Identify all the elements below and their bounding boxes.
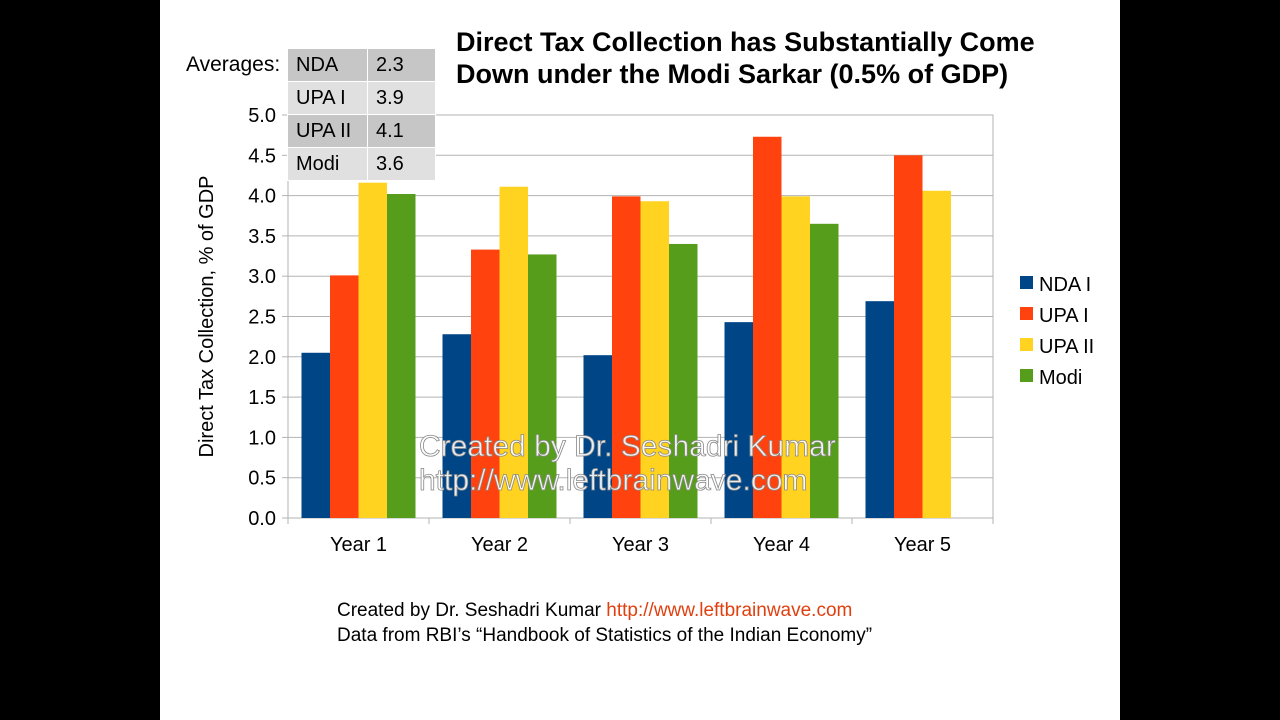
footer-created-by: Created by Dr. Seshadri Kumar: [337, 600, 602, 621]
y-tick-label: 1.0: [248, 427, 276, 449]
averages-name: NDA: [287, 48, 368, 82]
bar-nda-i: [724, 322, 753, 518]
legend-swatch: [1020, 338, 1033, 351]
y-tick-label: 0.0: [248, 508, 276, 530]
y-tick-label: 0.5: [248, 468, 276, 490]
legend-swatch: [1020, 276, 1033, 289]
bar-upa-i: [330, 275, 359, 518]
chart-title: Direct Tax Collection has Substantially …: [456, 26, 1096, 90]
averages-value: 4.1: [367, 114, 436, 148]
watermark-line: http://www.leftbrainwave.com: [419, 464, 808, 497]
averages-value: 2.3: [367, 48, 436, 82]
y-tick-label: 4.0: [248, 186, 276, 208]
y-tick-label: 1.5: [248, 387, 276, 409]
footer: Created by Dr. Seshadri Kumar http://www…: [337, 598, 872, 648]
y-axis-label: Direct Tax Collection, % of GDP: [196, 176, 218, 458]
averages-value: 3.6: [367, 147, 436, 181]
footer-source: Data from RBI’s “Handbook of Statistics …: [337, 625, 873, 646]
bar-upa-ii: [499, 186, 528, 518]
bar-upa-ii: [358, 182, 387, 519]
bar-modi: [810, 223, 839, 518]
y-tick-label: 3.5: [248, 226, 276, 248]
averages-name: UPA II: [287, 114, 368, 148]
bar-upa-i: [471, 249, 500, 519]
bar-modi: [387, 193, 416, 518]
bar-modi: [669, 243, 698, 518]
averages-table: NDA 2.3 UPA I 3.9 UPA II 4.1 Modi 3.6: [287, 48, 436, 181]
legend-label: NDA I: [1039, 274, 1091, 296]
y-tick-label: 2.5: [248, 307, 276, 329]
x-tick-label: Year 1: [330, 534, 387, 556]
legend-label: UPA I: [1039, 305, 1089, 327]
averages-row: UPA I 3.9: [287, 81, 436, 115]
bar-upa-ii: [922, 190, 951, 518]
chart-title-line2: Down under the Modi Sarkar (0.5% of GDP): [456, 59, 1009, 89]
bar-modi: [528, 254, 557, 519]
watermark-line: Created by Dr. Seshadri Kumar: [419, 430, 836, 463]
averages-name: Modi: [287, 147, 368, 181]
legend-swatch: [1020, 307, 1033, 320]
legend-swatch: [1020, 369, 1033, 382]
bar-nda-i: [301, 352, 330, 518]
legend-label: UPA II: [1039, 336, 1094, 358]
averages-row: Modi 3.6: [287, 147, 436, 181]
chart-title-line1: Direct Tax Collection has Substantially …: [456, 27, 1035, 57]
bar-chart: 0.0 0.5 1.0 1.5 2.0 2.5 3.0 3.5 4.0 4.5 5.0 Direct …: [196, 105, 1094, 556]
y-tick-label: 3.0: [248, 266, 276, 288]
x-tick-label: Year 5: [894, 534, 951, 556]
bar-nda-i: [865, 301, 894, 518]
bar-upa-ii: [781, 196, 810, 518]
slide: 0.0 0.5 1.0 1.5 2.0 2.5 3.0 3.5 4.0 4.5 5.0 Direct …: [160, 0, 1120, 720]
footer-credit: Created by Dr. Seshadri Kumar http://www…: [337, 598, 872, 623]
averages-name: UPA I: [287, 81, 368, 115]
footer-url-link[interactable]: http://www.leftbrainwave.com: [606, 600, 853, 621]
bar-upa-i: [894, 155, 923, 519]
x-tick-label: Year 4: [753, 534, 810, 556]
bar-upa-ii: [640, 201, 669, 518]
y-tick-label: 4.5: [248, 145, 276, 167]
averages-label: Averages:: [186, 53, 281, 76]
averages-row: NDA 2.3: [287, 48, 436, 82]
averages-value: 3.9: [367, 81, 436, 115]
y-tick-label: 5.0: [248, 105, 276, 127]
bar-upa-i: [612, 196, 641, 518]
bar-upa-i: [753, 136, 782, 518]
legend-label: Modi: [1039, 367, 1082, 389]
bar-nda-i: [442, 334, 471, 518]
x-tick-label: Year 2: [471, 534, 528, 556]
y-tick-label: 2.0: [248, 347, 276, 369]
x-tick-label: Year 3: [612, 534, 669, 556]
bar-nda-i: [583, 355, 612, 518]
averages-row: UPA II 4.1: [287, 114, 436, 148]
